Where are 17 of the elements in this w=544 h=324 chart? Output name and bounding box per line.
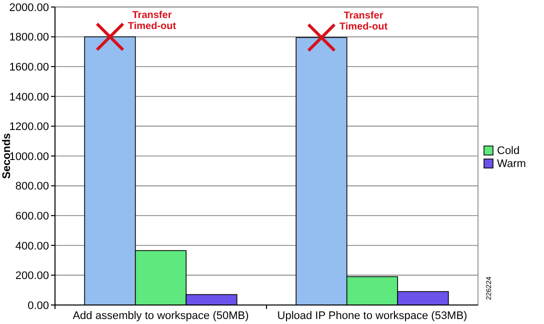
y-tick-label: 1600.00: [9, 61, 49, 74]
x-tick-label: Upload IP Phone to workspace (53MB): [277, 310, 468, 322]
y-tick-label: 200.00: [15, 270, 49, 282]
annotation: Transfer Timed-out: [339, 10, 388, 33]
y-tick-label: 1400.00: [9, 91, 49, 104]
y-tick-label: 0.00: [28, 300, 49, 312]
y-tick-label: 1200.00: [9, 121, 49, 134]
legend-label: Warm: [497, 158, 526, 170]
annotation: Transfer Timed-out: [128, 10, 177, 32]
y-tick-label: 2000.00: [9, 2, 49, 14]
x-tick-label: Add assembly to workspace (50MB): [72, 310, 249, 322]
y-tick-label: 1000.00: [9, 150, 49, 163]
y-tick-label: 800.00: [15, 180, 49, 193]
y-tick-label: 1800.00: [9, 32, 49, 44]
y-tick-label: 600.00: [15, 210, 49, 222]
legend-label: Cold: [497, 145, 520, 157]
y-tick-label: 400.00: [15, 240, 49, 252]
